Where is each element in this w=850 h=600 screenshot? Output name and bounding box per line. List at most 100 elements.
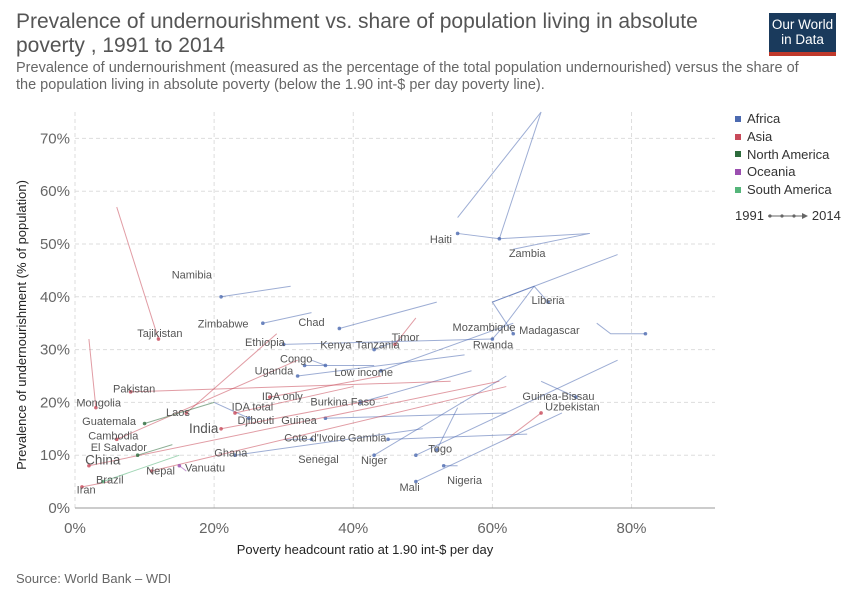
series-line-namibia[interactable] [221, 285, 291, 298]
series-point[interactable] [379, 368, 383, 373]
series-point[interactable] [393, 342, 397, 347]
country-label: Djibouti [238, 415, 275, 427]
series-point[interactable] [309, 437, 314, 442]
legend-item-asia[interactable]: Asia [735, 128, 832, 146]
country-label: Rwanda [473, 340, 514, 352]
series-point[interactable] [455, 231, 460, 236]
series-line-togo[interactable] [436, 407, 459, 451]
series-point[interactable] [441, 463, 446, 468]
series-line-timor[interactable] [394, 317, 417, 345]
series-point[interactable] [149, 469, 154, 473]
country-label: Namibia [172, 269, 213, 281]
series-line-laos[interactable] [185, 333, 278, 414]
series-line-senegal[interactable] [373, 375, 507, 456]
country-label: Low income [334, 367, 393, 379]
series-line-uzbekistan[interactable] [506, 412, 542, 440]
series-line-mongolia[interactable] [88, 338, 97, 408]
legend-item-oceania[interactable]: Oceania [735, 163, 832, 181]
series-point[interactable] [267, 395, 272, 399]
y-tick-label: 40% [40, 289, 70, 306]
series-point[interactable] [156, 337, 161, 341]
series-line-india[interactable] [220, 396, 389, 430]
legend-item-north-america[interactable]: North America [735, 145, 832, 163]
series-line-el-salvador[interactable] [137, 444, 173, 456]
series-line-nepal[interactable] [151, 386, 507, 472]
series-point[interactable] [94, 405, 98, 410]
series-point[interactable] [219, 295, 223, 299]
series-line-zambia[interactable] [499, 232, 590, 250]
series-point[interactable] [337, 326, 342, 331]
series-point[interactable] [539, 411, 543, 415]
legend-item-africa[interactable]: Africa [735, 110, 832, 128]
series-point[interactable] [295, 374, 300, 378]
series-point[interactable] [142, 421, 147, 426]
logo-line-1: Our World [771, 17, 834, 32]
series-point[interactable] [643, 331, 648, 336]
series-line-guinea-bissau[interactable] [540, 380, 577, 398]
series-line-haiti[interactable] [457, 111, 542, 240]
series-line-guatemala[interactable] [144, 401, 215, 424]
series-point[interactable] [511, 331, 516, 336]
series-point[interactable] [574, 395, 578, 399]
series-point[interactable] [281, 342, 286, 347]
series-line-ida-total[interactable] [234, 386, 354, 414]
series-line-cambodia[interactable] [116, 359, 298, 440]
country-label: Laos [166, 407, 190, 419]
series-point[interactable] [372, 347, 376, 352]
series-point[interactable] [128, 390, 133, 394]
legend-item-south-america[interactable]: South America [735, 181, 832, 199]
series-point[interactable] [219, 427, 223, 431]
series-line-uganda[interactable] [297, 354, 465, 377]
series-point[interactable] [261, 321, 265, 326]
series-point[interactable] [247, 416, 251, 421]
series-line-ida-only[interactable] [269, 375, 382, 398]
series-point[interactable] [233, 411, 237, 415]
country-label: IDA only [262, 391, 303, 403]
legend-swatch-south-america [735, 186, 741, 193]
chart-subtitle: Prevalence of undernourishment (measured… [16, 60, 799, 93]
series-point[interactable] [80, 485, 84, 489]
y-tick-label: 20% [40, 394, 70, 411]
series-line-china[interactable] [88, 380, 500, 467]
series-line-tajikistan[interactable] [116, 206, 159, 340]
series-point[interactable] [135, 453, 140, 458]
series-point[interactable] [233, 453, 237, 458]
series-line-kenya[interactable] [311, 359, 326, 366]
series-line-iran[interactable] [81, 481, 110, 488]
series-line-niger[interactable] [415, 359, 618, 456]
series-line-ethiopia[interactable] [283, 338, 493, 345]
legend-swatch-africa [735, 115, 741, 122]
series-point[interactable] [177, 463, 182, 468]
series-point[interactable] [414, 479, 418, 484]
series-point[interactable] [114, 437, 119, 442]
series-line-rwanda[interactable] [492, 285, 535, 340]
series-line-zimbabwe[interactable] [262, 312, 312, 324]
series-point[interactable] [302, 363, 307, 368]
series-line-chad[interactable] [339, 301, 437, 329]
series-line-guinea[interactable] [325, 412, 507, 419]
series-line-brazil[interactable] [102, 454, 180, 483]
our-world-in-data-logo[interactable]: Our World in Data [769, 13, 836, 56]
y-axis-label: Prevalence of undernourishment (% of pop… [14, 180, 29, 470]
series-point[interactable] [497, 236, 502, 241]
series-line-ghana[interactable] [234, 428, 423, 456]
y-tick-label: 50% [40, 236, 70, 253]
series-point[interactable] [414, 453, 418, 458]
series-point[interactable] [386, 437, 390, 442]
series-point[interactable] [434, 448, 439, 452]
series-line-burkina-faso[interactable] [360, 370, 472, 403]
series-point[interactable] [87, 463, 91, 468]
grid-layer [74, 112, 715, 509]
series-line-madagascar[interactable] [596, 322, 646, 335]
country-label: Nepal [146, 466, 175, 478]
series-line-gambia[interactable] [388, 433, 528, 440]
series-point[interactable] [372, 453, 376, 458]
series-line-mali[interactable] [415, 412, 563, 483]
series-point[interactable] [184, 411, 189, 415]
series-line-low-income[interactable] [380, 322, 514, 372]
country-label: Congo [280, 353, 312, 365]
series-line-pakistan[interactable] [130, 380, 451, 393]
series-line-djibouti[interactable] [213, 401, 250, 419]
series-point[interactable] [546, 300, 550, 304]
series-point[interactable] [101, 479, 105, 484]
